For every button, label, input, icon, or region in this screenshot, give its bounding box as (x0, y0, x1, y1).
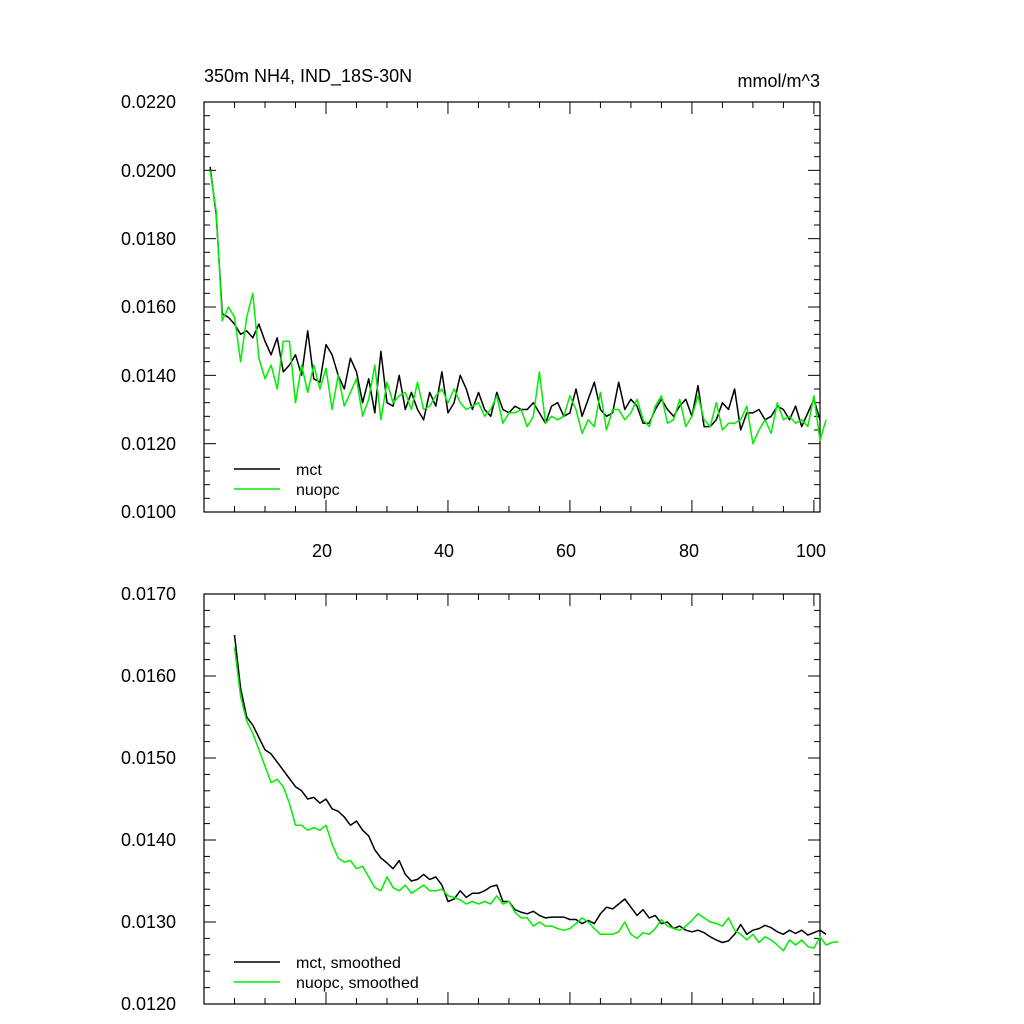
top-chart-units: mmol/m^3 (738, 71, 820, 91)
bottom-major-ticks (204, 593, 820, 1005)
top-x-tick-label: 60 (556, 541, 576, 561)
bottom-panel: 0.0120 0.0130 0.0140 0.0150 0.0160 0.017… (121, 584, 839, 1014)
top-x-tick-label: 40 (434, 541, 454, 561)
bottom-series-mct-smoothed-line (233, 634, 827, 944)
bottom-legend: mct, smoothed nuopc, smoothed (234, 955, 419, 992)
top-legend-label-nuopc: nuopc (296, 482, 340, 499)
top-x-tick-label: 20 (312, 541, 332, 561)
top-panel: 350m NH4, IND_18S-30N mmol/m^3 0.0100 0.… (121, 66, 827, 561)
top-x-tick-label: 100 (796, 541, 826, 561)
top-y-tick-label: 0.0140 (121, 366, 176, 386)
bottom-y-tick-label: 0.0120 (121, 994, 176, 1014)
bottom-minor-ticks (204, 594, 820, 1004)
bottom-plot-frame (203, 593, 821, 1005)
top-y-tick-label: 0.0180 (121, 229, 176, 249)
bottom-legend-label-mct: mct, smoothed (296, 955, 401, 972)
top-major-ticks (204, 101, 820, 513)
top-legend: mct nuopc (234, 462, 340, 499)
top-series-mct-line (209, 166, 821, 431)
top-y-tick-label: 0.0120 (121, 434, 176, 454)
top-chart-title: 350m NH4, IND_18S-30N (204, 66, 412, 87)
bottom-y-tick-label: 0.0150 (121, 748, 176, 768)
bottom-y-tick-label: 0.0160 (121, 666, 176, 686)
top-x-tick-label: 80 (679, 541, 699, 561)
top-y-tick-label: 0.0100 (121, 502, 176, 522)
bottom-y-tick-label: 0.0130 (121, 912, 176, 932)
top-y-tick-label: 0.0220 (121, 92, 176, 112)
bottom-series-nuopc-smoothed-line (233, 647, 839, 952)
top-series-nuopc-line (209, 170, 827, 445)
bottom-y-tick-label: 0.0140 (121, 830, 176, 850)
top-minor-ticks (204, 102, 820, 512)
bottom-legend-label-nuopc: nuopc, smoothed (296, 975, 419, 992)
top-plot-frame (203, 101, 821, 513)
top-legend-label-mct: mct (296, 462, 322, 479)
bottom-y-tick-label: 0.0170 (121, 584, 176, 604)
top-y-tick-label: 0.0200 (121, 161, 176, 181)
top-y-tick-label: 0.0160 (121, 297, 176, 317)
